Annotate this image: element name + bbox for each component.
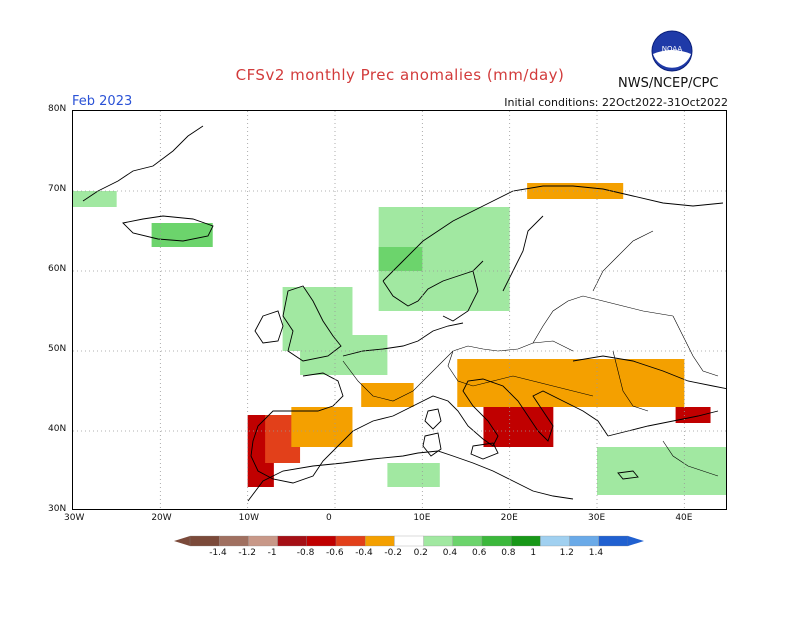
anomaly-north-cape (527, 183, 624, 199)
colorbar-swatch (540, 535, 570, 547)
crete-coast (617, 470, 639, 480)
colorbar-label: 1 (530, 548, 537, 558)
colorbar-swatch (481, 535, 512, 547)
colorbar-label: 0.8 (501, 548, 516, 558)
lon-tick-label: 10W (238, 513, 260, 523)
colorbar-left-arrow (174, 536, 190, 546)
colorbar-label: -0.2 (384, 548, 402, 558)
noaa-logo: NOAA (651, 30, 693, 72)
colorbar-label: 0.2 (413, 548, 428, 558)
lat-tick-label: 70N (48, 184, 67, 194)
colorbar-label: -1.4 (209, 548, 227, 558)
great-britain-coast (282, 285, 342, 362)
anomaly-iberia-orange (291, 407, 353, 447)
sweden-coast (442, 270, 479, 322)
colorbar-label: -1 (267, 548, 277, 558)
lon-tick-label: 20E (500, 513, 518, 523)
sardinia-coast (422, 432, 442, 457)
colorbar-swatch (598, 535, 629, 547)
border-ukraine (672, 315, 719, 377)
lon-tick-label: 0 (326, 513, 332, 523)
chart-title: CFSv2 monthly Prec anomalies (mm/day) (235, 66, 565, 84)
mediterranean-north-coast (392, 378, 609, 447)
sicily-coast (470, 442, 499, 460)
lon-tick-label: 20W (151, 513, 172, 523)
colorbar-swatch (569, 535, 599, 547)
anomaly-iceland (151, 223, 213, 247)
lon-tick-label: 30W (64, 513, 85, 523)
colorbar-label: -1.2 (238, 548, 256, 558)
colorbar-right-arrow (628, 536, 644, 546)
lon-tick-label: 30E (588, 513, 606, 523)
colorbar-swatch (248, 535, 278, 547)
anomaly-north-africa-green (387, 463, 440, 487)
ireland-coast (254, 310, 284, 344)
border-balkans (612, 350, 649, 412)
logo-text: NOAA (662, 45, 683, 53)
border-alps (447, 350, 594, 397)
colorbar-swatch (452, 535, 483, 547)
norway-south-coast (382, 260, 484, 307)
lat-tick-label: 30N (48, 504, 67, 514)
border-baltics (592, 230, 654, 292)
corsica-coast (424, 408, 442, 430)
turkey-north-coast (607, 410, 719, 437)
lon-tick-label: 10E (413, 513, 431, 523)
forecast-month: Feb 2023 (72, 94, 133, 109)
anomaly-norway-coast (378, 247, 423, 271)
black-sea-coast (572, 355, 726, 390)
colorbar-swatch (277, 535, 307, 547)
iberia-coast (250, 372, 394, 484)
lat-tick-label: 80N (48, 104, 67, 114)
colorbar-swatch (394, 535, 424, 547)
colorbar-label: 0.4 (442, 548, 458, 558)
colorbar-swatch (423, 535, 453, 547)
colorbar-label: -0.4 (355, 548, 373, 558)
lat-tick-label: 40N (48, 424, 67, 434)
colorbar-label: -0.8 (296, 548, 315, 558)
lon-tick-label: 40E (675, 513, 693, 523)
anomaly-france-green (300, 335, 388, 375)
colorbar-label: 1.4 (588, 548, 604, 558)
colorbar-label: 0.6 (472, 548, 487, 558)
greenland-coast (82, 125, 204, 202)
colorbar-swatch (306, 535, 337, 547)
map-panel (72, 110, 727, 510)
anomaly-greenland-tip (73, 191, 117, 207)
lat-tick-label: 60N (48, 264, 67, 274)
lat-tick-label: 50N (48, 344, 67, 354)
colorbar-swatch (511, 535, 541, 547)
anomaly-anatolia-green (597, 447, 726, 495)
border-poland (532, 295, 674, 344)
north-sea-coast (342, 322, 464, 357)
colorbar-label: 1.2 (559, 548, 574, 558)
iceland-coast (122, 215, 214, 242)
baltic-coast (502, 215, 544, 292)
colorbar-swatch (365, 535, 395, 547)
colorbar-swatch (189, 535, 220, 547)
initial-conditions: Initial conditions: 22Oct2022-31Oct2022 (504, 96, 728, 109)
agency-label: NWS/NCEP/CPC (618, 76, 719, 91)
scandinavia-north-coast (382, 185, 724, 282)
colorbar-swatch (219, 535, 249, 547)
colorbar-swatch (335, 535, 366, 547)
border-middle-east (662, 440, 719, 477)
precip-anomaly-map (73, 111, 726, 509)
colorbar-label: -0.6 (326, 548, 344, 558)
